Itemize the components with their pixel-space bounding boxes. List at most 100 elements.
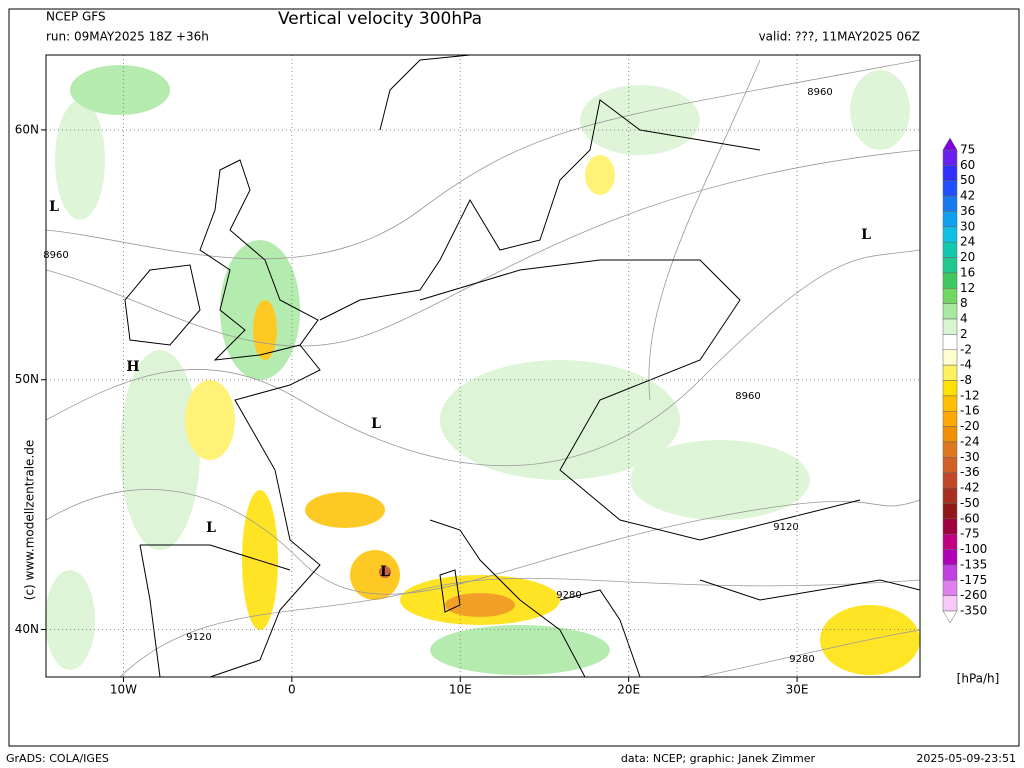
- colorbar-box: [942, 318, 958, 335]
- x-tick-label: 10E: [449, 683, 472, 697]
- colorbar-label: -100: [960, 542, 987, 556]
- colorbar-box: [942, 457, 958, 473]
- colorbar-unit: [hPa/h]: [957, 672, 1000, 686]
- contour-label: 8960: [43, 250, 68, 261]
- colorbar-label: -60: [960, 511, 980, 525]
- colorbar-label: 30: [960, 219, 975, 233]
- map-area: 8960 8960 8960 9120 9120 9280 9280 L L H…: [43, 54, 921, 678]
- software-credit: GrADS: COLA/IGES: [6, 752, 109, 765]
- model-name: NCEP GFS: [46, 10, 106, 24]
- pressure-center: L: [861, 227, 871, 243]
- colorbar-label: -2: [960, 342, 972, 356]
- colorbar-box: [942, 364, 958, 381]
- map-frame: [45, 54, 921, 678]
- colorbar-label: -50: [960, 496, 980, 510]
- colorbar-box: [942, 349, 958, 366]
- pressure-center: L: [371, 416, 381, 432]
- colorbar-box: [942, 518, 958, 535]
- colorbar-box: [942, 211, 958, 228]
- colorbar-label: 20: [960, 250, 975, 264]
- colorbar-box: [942, 426, 958, 443]
- contour-label: 8960: [807, 87, 832, 98]
- outer-frame: [8, 8, 1020, 747]
- velocity-field: [45, 65, 920, 675]
- colorbar-label: -42: [960, 481, 980, 495]
- run-info: run: 09MAY2025 18Z +36h: [46, 30, 209, 44]
- colorbar-box: [942, 303, 958, 320]
- contour-label: 9120: [773, 522, 798, 533]
- colorbar-arrow: [942, 137, 958, 151]
- colorbar-box: [942, 549, 958, 566]
- colorbar-box: [942, 395, 958, 412]
- colorbar-box: [942, 149, 958, 166]
- colorbar-label: 4: [960, 312, 968, 326]
- colorbar-arrow: [942, 610, 958, 624]
- colorbar-label: 2: [960, 327, 968, 341]
- colorbar-label: 8: [960, 296, 968, 310]
- colorbar-box: [942, 487, 958, 504]
- x-tick-label: 20E: [617, 683, 640, 697]
- colorbar-label: -16: [960, 404, 980, 418]
- colorbar-label: 12: [960, 281, 975, 295]
- colorbar-label: 60: [960, 158, 975, 172]
- pressure-centers: L L H L L L: [49, 199, 871, 580]
- contour-label: 9280: [789, 654, 814, 665]
- colorbar-label: -30: [960, 450, 980, 464]
- colorbar-label: -135: [960, 557, 987, 571]
- pressure-center: L: [206, 520, 216, 536]
- contour-label: 8960: [735, 391, 760, 402]
- colorbar-label: 16: [960, 265, 975, 279]
- colorbar-label: 50: [960, 173, 975, 187]
- colorbar-box: [942, 380, 958, 397]
- map-background: [46, 55, 920, 677]
- copyright: (c) www.modellzentrale.de: [23, 440, 37, 600]
- pressure-center: H: [126, 359, 139, 375]
- contour-labels: 8960 8960 8960 9120 9120 9280 9280: [43, 87, 832, 665]
- colorbar-box: [942, 257, 958, 274]
- colorbar-box: [942, 472, 958, 489]
- colorbar-label: -24: [960, 434, 980, 448]
- data-credit: data: NCEP; graphic: Janek Zimmer: [621, 752, 816, 765]
- colorbar-box: [942, 195, 958, 212]
- timestamp: 2025-05-09-23:51: [916, 752, 1016, 765]
- colorbar-label: -20: [960, 419, 980, 433]
- pressure-center: L: [49, 199, 59, 215]
- y-tick-label: 50N: [15, 372, 39, 386]
- colorbar-box: [942, 241, 958, 258]
- contour-label: 9120: [186, 632, 211, 643]
- colorbar-box: [942, 410, 958, 427]
- colorbar-label: -8: [960, 373, 972, 387]
- colorbar-label: -175: [960, 573, 987, 587]
- colorbar-label: 24: [960, 235, 975, 249]
- colorbar-label: 42: [960, 189, 975, 203]
- x-tick-label: 0: [288, 683, 296, 697]
- x-tick-label: 10W: [110, 683, 137, 697]
- colorbar-label: -75: [960, 527, 980, 541]
- contour-label: 9280: [556, 590, 581, 601]
- colorbar-label: -12: [960, 388, 980, 402]
- y-tick-label: 60N: [15, 122, 39, 136]
- colorbar-box: [942, 334, 958, 351]
- chart-title: Vertical velocity 300hPa: [278, 9, 482, 29]
- colorbar-box: [942, 226, 958, 243]
- colorbar-label: -260: [960, 588, 987, 602]
- colorbar-box: [942, 180, 958, 197]
- valid-info: valid: ???, 11MAY2025 06Z: [759, 30, 920, 44]
- isohypses: [45, 59, 921, 678]
- colorbar-box: [942, 165, 958, 181]
- colorbar-box: [942, 533, 958, 550]
- pressure-center: L: [380, 564, 390, 580]
- colorbar-label: -350: [960, 604, 987, 618]
- colorbar-label: -4: [960, 358, 972, 372]
- colorbar-box: [942, 595, 958, 612]
- colorbar-label: 75: [960, 143, 975, 157]
- y-tick-label: 40N: [15, 622, 39, 636]
- colorbar-label: 36: [960, 204, 975, 218]
- colorbar-box: [942, 580, 958, 596]
- x-tick-label: 30E: [786, 683, 809, 697]
- colorbar-box: [942, 503, 958, 520]
- colorbar-box: [942, 272, 958, 289]
- colorbar-label: -36: [960, 465, 980, 479]
- colorbar-box: [942, 564, 958, 581]
